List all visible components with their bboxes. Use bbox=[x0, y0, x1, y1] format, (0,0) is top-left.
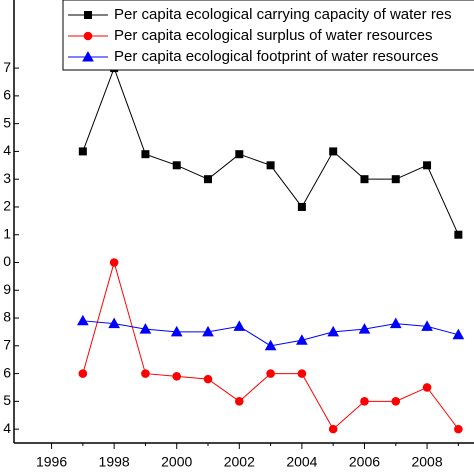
y-tick-label: 3 bbox=[3, 170, 11, 186]
data-point bbox=[328, 424, 338, 434]
data-point bbox=[233, 320, 246, 331]
data-point bbox=[78, 147, 87, 156]
x-tick-label: 2008 bbox=[411, 454, 442, 470]
data-point bbox=[109, 258, 119, 267]
y-tick-label: 9 bbox=[3, 281, 11, 297]
data-point bbox=[422, 383, 432, 392]
x-tick-label: 2004 bbox=[286, 454, 317, 470]
data-point bbox=[454, 424, 463, 434]
y-tick-label: 1 bbox=[3, 225, 11, 241]
data-point bbox=[266, 369, 275, 378]
y-tick-label: 5 bbox=[3, 114, 11, 130]
data-point bbox=[297, 202, 306, 211]
y-tick-label: 5 bbox=[3, 392, 11, 408]
y-tick-label: 8 bbox=[3, 309, 11, 325]
data-point bbox=[202, 325, 214, 337]
x-tick-label: 2002 bbox=[224, 454, 255, 470]
y-tick-label: 6 bbox=[3, 87, 11, 103]
data-point bbox=[423, 161, 432, 170]
legend-box bbox=[62, 0, 474, 71]
x-tick-label: 1996 bbox=[36, 454, 67, 470]
data-point bbox=[204, 175, 213, 184]
y-tick-label: 7 bbox=[3, 337, 11, 353]
data-point bbox=[235, 397, 244, 406]
y-tick-label: 4 bbox=[3, 420, 11, 436]
data-point bbox=[141, 369, 150, 378]
data-point bbox=[172, 161, 181, 170]
data-point bbox=[360, 175, 369, 184]
data-point bbox=[264, 339, 277, 351]
data-point bbox=[78, 369, 88, 378]
x-tick-label: 2000 bbox=[161, 454, 192, 470]
data-point bbox=[389, 317, 402, 329]
data-point bbox=[170, 325, 183, 337]
y-tick-label: 2 bbox=[3, 198, 11, 214]
y-tick-label: 6 bbox=[3, 364, 11, 380]
data-point bbox=[141, 150, 150, 159]
legend-label: Per capita ecological carrying capacity … bbox=[114, 6, 452, 23]
data-point bbox=[391, 397, 401, 406]
series-line bbox=[82, 66, 459, 235]
data-point bbox=[108, 317, 120, 329]
data-point bbox=[421, 320, 433, 331]
legend-marker bbox=[82, 50, 94, 62]
data-point bbox=[76, 314, 89, 326]
y-tick-label: 7 bbox=[3, 59, 11, 75]
data-point bbox=[360, 397, 369, 406]
x-tick-label: 1998 bbox=[99, 454, 130, 470]
data-point bbox=[172, 372, 182, 381]
data-point bbox=[296, 334, 308, 345]
data-point bbox=[329, 147, 338, 156]
legend-label: Per capita ecological surplus of water r… bbox=[114, 27, 433, 44]
y-tick-label: 0 bbox=[3, 253, 11, 269]
data-point bbox=[139, 323, 152, 334]
data-point bbox=[358, 323, 371, 334]
data-point bbox=[327, 325, 340, 337]
data-point bbox=[235, 150, 244, 159]
data-point bbox=[297, 369, 307, 378]
data-point bbox=[203, 374, 213, 384]
legend-marker bbox=[83, 31, 93, 41]
legend-label: Per capita ecological footprint of water… bbox=[114, 48, 438, 65]
x-tick-label: 2006 bbox=[349, 454, 380, 470]
data-point bbox=[266, 161, 275, 170]
data-point bbox=[391, 175, 400, 184]
legend-marker bbox=[84, 11, 92, 19]
data-point bbox=[452, 328, 465, 340]
y-tick-label: 4 bbox=[3, 142, 11, 158]
data-point bbox=[454, 230, 463, 239]
